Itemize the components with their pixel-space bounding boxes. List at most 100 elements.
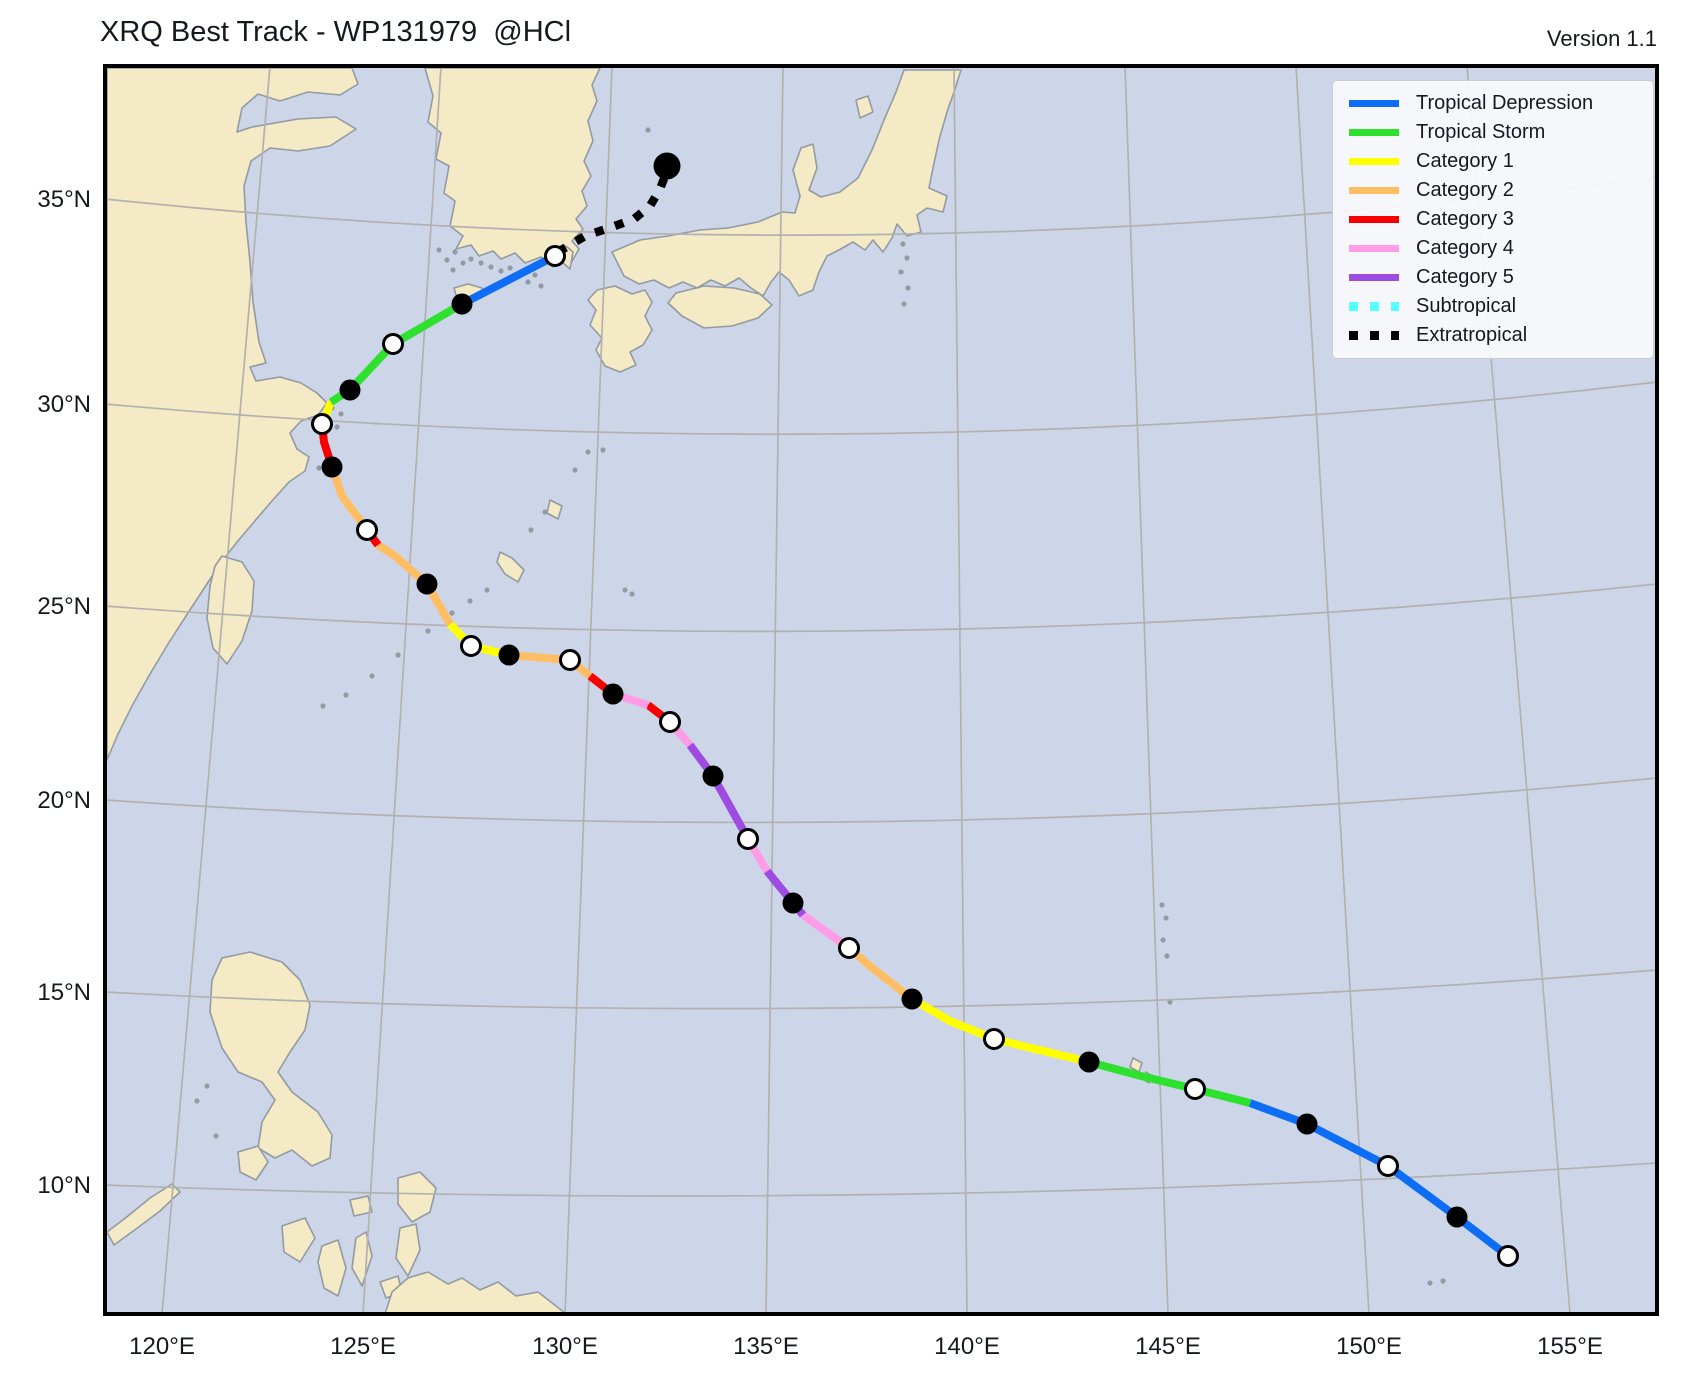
track-point-filled bbox=[321, 456, 343, 478]
islet bbox=[450, 267, 456, 273]
islet bbox=[316, 465, 322, 471]
track-point-open bbox=[311, 413, 333, 435]
legend-item-category_3: Category 3 bbox=[1333, 205, 1653, 234]
track-point-open bbox=[1184, 1078, 1206, 1100]
landmass bbox=[395, 1223, 421, 1277]
islet bbox=[904, 255, 910, 261]
legend-label: Extratropical bbox=[1416, 324, 1528, 346]
legend-item-tropical_depression: Tropical Depression bbox=[1333, 89, 1653, 118]
islet bbox=[213, 1133, 219, 1139]
track-segment-tropical_storm bbox=[328, 300, 465, 406]
parallel-gridline bbox=[105, 381, 1657, 436]
islet bbox=[369, 673, 375, 679]
islet bbox=[343, 692, 349, 698]
y-tick-label: 35°N bbox=[37, 186, 91, 213]
legend-label: Category 2 bbox=[1416, 179, 1514, 201]
track-point-filled bbox=[901, 988, 923, 1010]
x-tick-label: 130°E bbox=[532, 1333, 598, 1360]
track-point-filled bbox=[339, 379, 361, 401]
islet bbox=[622, 587, 628, 593]
track-point-filled bbox=[702, 765, 724, 787]
islet bbox=[629, 591, 635, 597]
legend: Tropical Depression Tropical Storm Categor… bbox=[1332, 80, 1654, 359]
track-point-open bbox=[356, 519, 378, 541]
islet bbox=[600, 447, 606, 453]
track-point-open bbox=[559, 649, 581, 671]
meridian-gridline bbox=[564, 66, 613, 1314]
landmass bbox=[424, 67, 601, 268]
islet bbox=[1440, 1278, 1446, 1284]
y-tick-label: 10°N bbox=[37, 1172, 91, 1199]
islet bbox=[452, 249, 458, 255]
legend-item-category_2: Category 2 bbox=[1333, 176, 1653, 205]
islet bbox=[585, 449, 591, 455]
track-point-filled bbox=[451, 293, 473, 315]
meridian-gridline bbox=[1124, 66, 1169, 1314]
y-tick-label: 20°N bbox=[37, 787, 91, 814]
landmass bbox=[206, 555, 255, 665]
legend-item-category_5: Category 5 bbox=[1333, 263, 1653, 292]
islet bbox=[449, 610, 455, 616]
legend-swatch-subtropical bbox=[1349, 302, 1399, 311]
track-point-filled bbox=[416, 573, 438, 595]
track-point-open bbox=[1497, 1245, 1519, 1267]
landmass bbox=[317, 1239, 347, 1297]
track-point-open bbox=[659, 711, 681, 733]
track-point-open bbox=[460, 635, 482, 657]
islet bbox=[1160, 937, 1166, 943]
version-label: Version 1.1 bbox=[1546, 26, 1657, 51]
islet bbox=[528, 527, 534, 533]
islet bbox=[436, 247, 442, 253]
landmass bbox=[546, 499, 563, 520]
meridian-gridline bbox=[765, 66, 784, 1314]
parallel-gridline bbox=[105, 1162, 1657, 1197]
x-tick-label: 155°E bbox=[1537, 1333, 1603, 1360]
islet bbox=[320, 703, 326, 709]
legend-item-tropical_storm: Tropical Storm bbox=[1333, 118, 1653, 147]
track-point-open bbox=[1377, 1155, 1399, 1177]
legend-label: Category 5 bbox=[1416, 266, 1514, 288]
legend-label: Category 1 bbox=[1416, 150, 1514, 172]
landmass bbox=[397, 1171, 437, 1223]
legend-swatch-extratropical bbox=[1349, 331, 1399, 340]
islet bbox=[1167, 999, 1173, 1005]
legend-label: Tropical Storm bbox=[1416, 121, 1546, 143]
islet bbox=[538, 283, 544, 289]
islet bbox=[507, 265, 513, 271]
islet bbox=[334, 424, 340, 430]
legend-swatch-tropical_storm bbox=[1349, 129, 1399, 136]
legend-swatch-tropical_depression bbox=[1349, 100, 1399, 107]
x-tick-label: 135°E bbox=[733, 1333, 799, 1360]
islet bbox=[898, 269, 904, 275]
legend-item-subtropical: Subtropical bbox=[1333, 292, 1653, 321]
islet bbox=[572, 467, 578, 473]
meridian-gridline bbox=[161, 66, 271, 1314]
landmass bbox=[667, 285, 773, 329]
y-tick-label: 25°N bbox=[37, 593, 91, 620]
x-tick-label: 150°E bbox=[1336, 1333, 1402, 1360]
landmass bbox=[855, 95, 874, 119]
figure-title: XRQ Best Track - WP131979 @HCl bbox=[100, 16, 572, 48]
x-tick-label: 125°E bbox=[330, 1333, 396, 1360]
track-segment-category_1 bbox=[909, 995, 1090, 1066]
landmass bbox=[384, 1271, 567, 1314]
track-point-filled bbox=[782, 892, 804, 914]
meridian-gridline bbox=[953, 66, 968, 1314]
x-tick-label: 140°E bbox=[934, 1333, 1000, 1360]
islet bbox=[1427, 1280, 1433, 1286]
track-segment-category_2 bbox=[375, 541, 454, 626]
islet bbox=[204, 1083, 210, 1089]
islet bbox=[532, 272, 538, 278]
landmass bbox=[496, 551, 525, 583]
legend-label: Tropical Depression bbox=[1416, 92, 1594, 114]
islet bbox=[467, 598, 473, 604]
islet bbox=[460, 260, 466, 266]
islet bbox=[1159, 902, 1165, 908]
legend-label: Category 4 bbox=[1416, 237, 1514, 259]
legend-label: Subtropical bbox=[1416, 295, 1517, 317]
islet bbox=[194, 1098, 200, 1104]
parallel-gridline bbox=[105, 777, 1657, 824]
islet bbox=[395, 652, 401, 658]
landmass bbox=[587, 285, 653, 373]
islet bbox=[338, 411, 344, 417]
